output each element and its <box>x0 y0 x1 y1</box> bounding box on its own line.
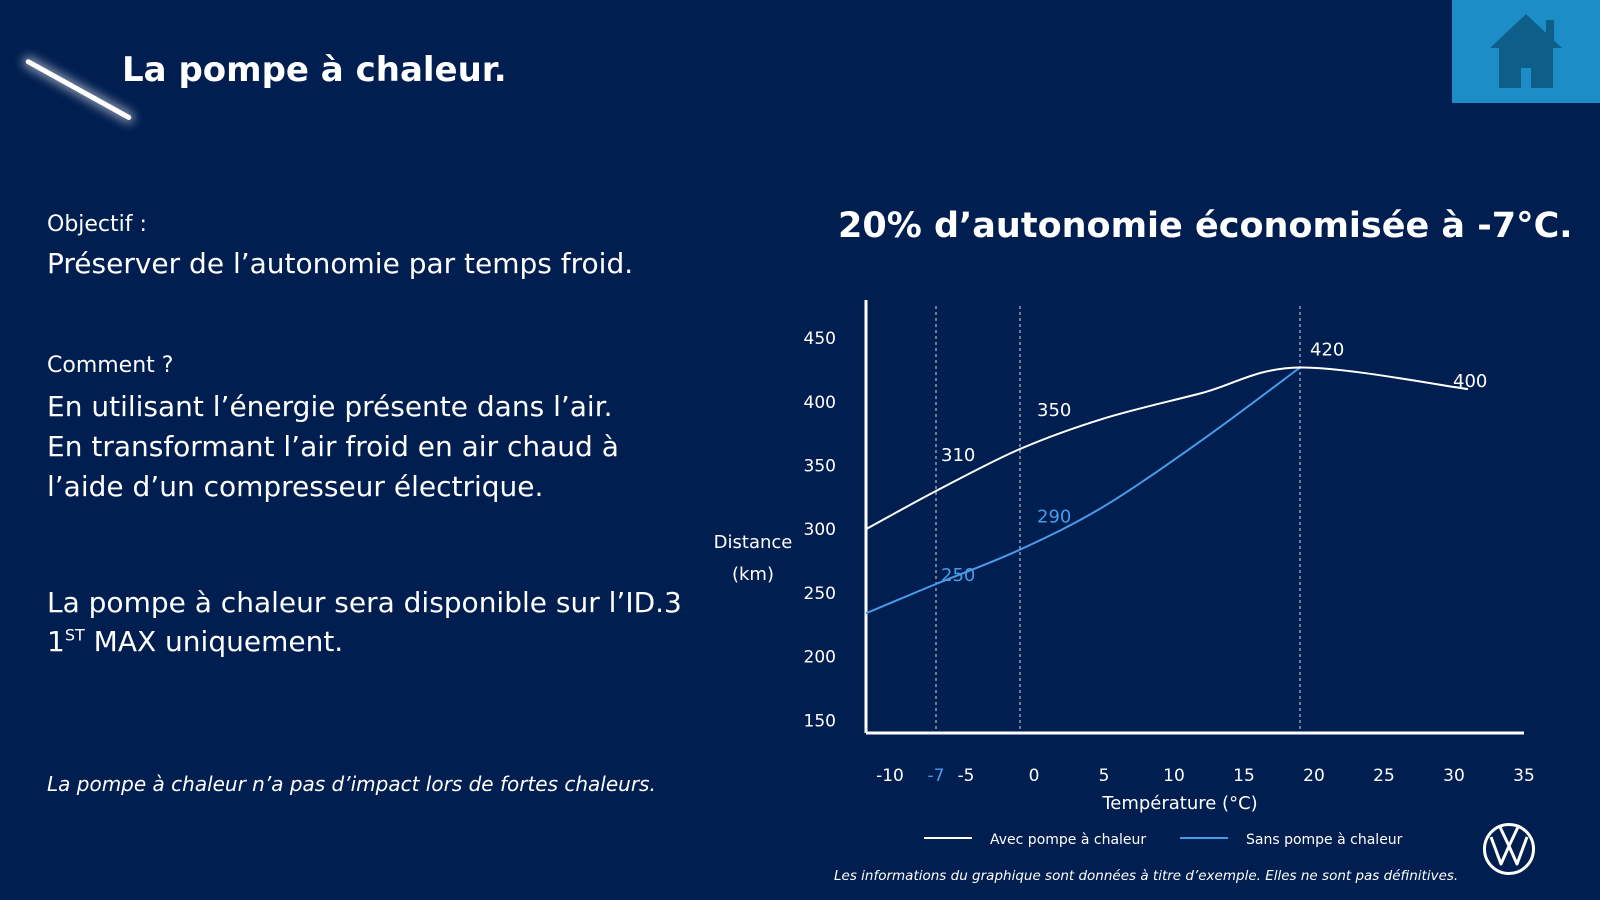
data-label: 290 <box>1037 507 1071 528</box>
how-line-1: En utilisant l’énergie présente dans l’a… <box>47 390 613 423</box>
x-tick-label: -5 <box>958 766 975 786</box>
data-label: 250 <box>941 565 975 586</box>
y-tick-label: 300 <box>804 520 836 540</box>
availability-line-2: 1ST MAX uniquement. <box>47 622 343 662</box>
data-label: 310 <box>941 445 975 466</box>
objective-label: Objectif : <box>47 212 147 237</box>
x-axis-label: Température (°C) <box>1101 793 1257 814</box>
x-tick-label: 15 <box>1233 766 1255 786</box>
data-label: 350 <box>1037 400 1071 421</box>
data-label: 420 <box>1310 339 1344 360</box>
series-line-with-heat-pump <box>865 366 1469 531</box>
home-button[interactable] <box>1452 0 1600 103</box>
y-tick-label: 200 <box>804 648 836 668</box>
data-label: 400 <box>1453 371 1487 392</box>
availability-suffix: MAX uniquement. <box>84 625 344 658</box>
y-tick-label: 450 <box>804 329 836 349</box>
y-tick-label: 150 <box>804 711 836 731</box>
x-tick-label: -7 <box>928 766 945 786</box>
availability-prefix: 1 <box>47 625 65 658</box>
availability-line-1: La pompe à chaleur sera disponible sur l… <box>47 586 682 619</box>
vw-logo-icon <box>1483 823 1535 875</box>
y-tick-label: 250 <box>804 584 836 604</box>
objective-text: Préserver de l’autonomie par temps froid… <box>47 247 634 280</box>
how-line-3: l’aide d’un compresseur électrique. <box>47 470 544 503</box>
x-tick-label: 35 <box>1513 766 1535 786</box>
y-axis-label: (km) <box>732 564 774 585</box>
x-tick-label: 10 <box>1163 766 1185 786</box>
x-tick-label: 25 <box>1373 766 1395 786</box>
chart-footnote: Les informations du graphique sont donné… <box>834 868 1459 884</box>
chart-title: 20% d’autonomie économisée à -7°C. <box>838 206 1573 246</box>
x-tick-label: 5 <box>1099 766 1110 786</box>
legend-label: Sans pompe à chaleur <box>1246 832 1403 848</box>
slide-title: La pompe à chaleur. <box>122 50 507 90</box>
home-icon <box>1490 14 1562 88</box>
x-tick-label: 30 <box>1443 766 1465 786</box>
series-line-without-heat-pump <box>865 366 1301 615</box>
how-label: Comment ? <box>47 353 174 378</box>
y-tick-label: 350 <box>804 457 836 477</box>
y-tick-label: 400 <box>804 393 836 413</box>
x-tick-label: 0 <box>1029 766 1040 786</box>
x-tick-label: 20 <box>1303 766 1325 786</box>
legend-label: Avec pompe à chaleur <box>990 832 1146 848</box>
how-line-2: En transformant l’air froid en air chaud… <box>47 430 619 463</box>
heat-note: La pompe à chaleur n’a pas d’impact lors… <box>47 772 656 796</box>
x-tick-label: -10 <box>876 766 904 786</box>
y-axis-label: Distance <box>714 532 793 553</box>
availability-superscript: ST <box>64 625 85 645</box>
